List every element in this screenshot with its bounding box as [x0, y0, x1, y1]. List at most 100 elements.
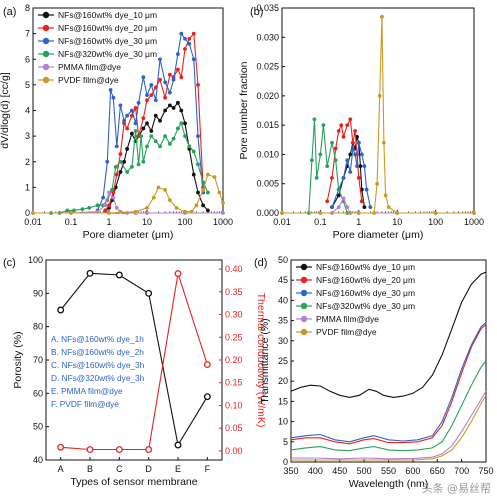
y-tick-label: 5 — [283, 437, 288, 447]
series-pvdf-film-dye — [31, 172, 225, 215]
y-tick-label: 10 — [278, 417, 288, 427]
data-point — [187, 144, 192, 149]
y-tick-label: 0 — [283, 457, 288, 467]
data-point — [221, 211, 225, 215]
data-point — [341, 175, 346, 180]
x-tick-label: 1000 — [213, 217, 233, 227]
x-tick-label: 700 — [454, 466, 469, 476]
y-tick-label: 6 — [25, 54, 30, 64]
data-point — [433, 211, 438, 215]
series-line — [290, 360, 487, 452]
data-point — [196, 190, 200, 195]
data-point — [171, 77, 176, 82]
series-line — [60, 273, 208, 451]
y-tick-label: 0.020 — [256, 91, 279, 101]
data-point — [103, 208, 108, 213]
x-tick-label: F — [205, 464, 211, 474]
legend-label: NFs@160wt% dye_30 μm — [58, 36, 157, 46]
series-nfs-320wt-dye-30-m — [49, 121, 210, 215]
data-point — [149, 82, 154, 87]
y-axis-label: Transmittance (%) — [259, 318, 271, 403]
data-point — [125, 170, 130, 174]
data-point — [174, 205, 179, 210]
series-line — [33, 173, 224, 214]
data-point — [139, 134, 144, 139]
data-point — [191, 172, 196, 177]
membrane-annotation: F. PVDF film@dye — [51, 399, 119, 409]
data-point — [129, 164, 134, 169]
data-point — [111, 195, 116, 200]
data-point — [101, 195, 106, 200]
data-point — [158, 144, 162, 149]
data-point — [145, 205, 149, 210]
panel-a: (a) 0.01 0.1 1 10 100 1000 0 1 2 3 4 5 6 7 8 Pore diamet… — [0, 3, 233, 241]
y-tick-label: 0.005 — [256, 179, 279, 189]
legend-marker — [42, 37, 50, 45]
series-line — [33, 191, 223, 214]
x-tick-label: 750 — [478, 466, 493, 476]
series-nfs-160wt-dye-10-m — [290, 271, 487, 398]
data-point — [196, 82, 200, 87]
y-axis-label: dV/dlog(d) [cc/g] — [0, 72, 11, 149]
y-tick-label: 35 — [278, 316, 288, 326]
x-tick-label: C — [116, 464, 123, 474]
data-point — [377, 93, 382, 98]
panel-d: (d) 350 400 450 500 550 600 650 700 750 0 5 10 15 20 25… — [254, 255, 494, 490]
data-point — [341, 196, 346, 201]
data-point — [183, 209, 187, 214]
series-line — [291, 391, 487, 460]
legend-marker — [300, 263, 308, 271]
data-point — [149, 93, 154, 98]
data-point — [133, 121, 138, 126]
y-tick-label: 40 — [33, 455, 43, 465]
data-point — [183, 121, 187, 126]
data-point — [333, 146, 338, 151]
data-point — [201, 188, 206, 192]
series-thermal-conductivity — [57, 270, 211, 453]
data-point — [86, 269, 94, 277]
y-tick-label: 0.015 — [256, 120, 279, 130]
y-right-tick-label: 0.30 — [225, 310, 243, 320]
data-point — [196, 134, 200, 139]
y-tick-label: 15 — [278, 396, 288, 406]
watermark: 头条 @易丝帮 — [421, 482, 492, 495]
data-point — [115, 271, 123, 279]
data-point — [183, 134, 187, 139]
y-tick-label: 0.035 — [256, 3, 279, 13]
data-point — [336, 193, 341, 198]
data-point — [145, 93, 149, 98]
y-tick-label: 1 — [25, 182, 30, 192]
panel-label: (d) — [254, 257, 267, 269]
data-point — [118, 159, 123, 164]
data-point — [196, 162, 200, 167]
x-tick-label: B — [87, 464, 93, 474]
data-point — [341, 134, 346, 139]
data-point — [171, 106, 176, 110]
data-point — [133, 106, 138, 110]
data-point — [153, 98, 158, 103]
data-point — [158, 77, 162, 82]
data-point — [356, 140, 361, 145]
y-right-tick-label: 0.40 — [225, 264, 243, 274]
data-point — [217, 190, 222, 195]
data-point — [141, 126, 146, 131]
data-point — [145, 144, 149, 149]
x-tick-label: 650 — [430, 466, 445, 476]
data-point — [179, 31, 184, 36]
x-tick-label: E — [175, 464, 181, 474]
y-right-tick-label: 0.35 — [225, 287, 243, 297]
data-point — [358, 164, 363, 169]
y-tick-label: 3 — [25, 131, 30, 141]
y-right-tick-label: 0.05 — [225, 423, 243, 433]
series-pmma-film-dye — [291, 391, 487, 460]
y-tick-label: 40 — [278, 295, 288, 305]
data-point — [353, 129, 357, 133]
data-point — [167, 141, 172, 146]
data-point — [395, 211, 400, 215]
data-point — [312, 117, 317, 122]
data-point — [191, 149, 196, 154]
data-point — [175, 67, 180, 72]
y-right-tick-label: 0.20 — [225, 355, 243, 365]
data-point — [149, 134, 154, 139]
